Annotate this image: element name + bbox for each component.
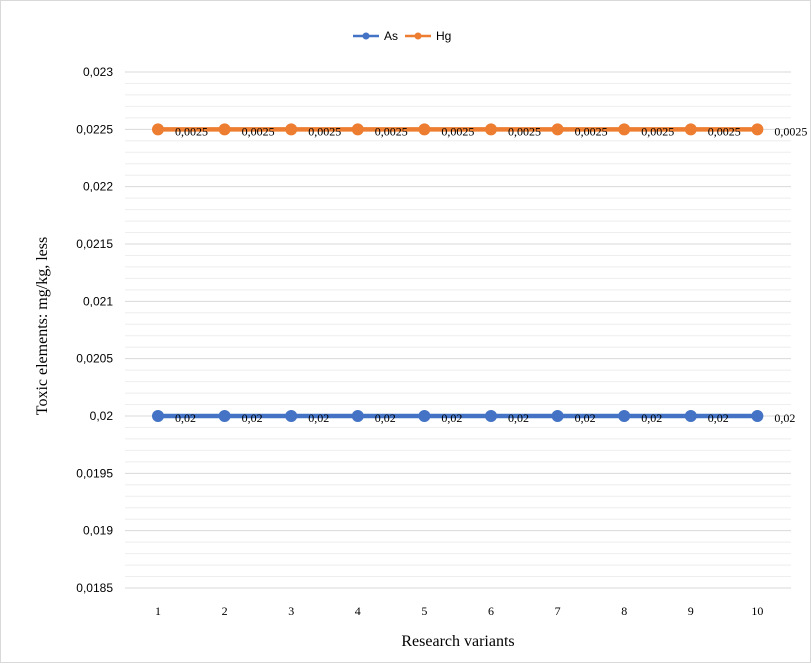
data-point-hg bbox=[218, 123, 231, 136]
data-label-hg: 0,0025 bbox=[641, 124, 674, 138]
legend-marker-hg bbox=[414, 32, 422, 40]
data-point-as bbox=[551, 410, 564, 422]
y-tick-label: 0,0215 bbox=[76, 237, 113, 251]
series-layer bbox=[152, 123, 764, 422]
y-tick-label: 0,021 bbox=[83, 294, 113, 308]
data-point-hg bbox=[285, 123, 298, 136]
data-labels: 0,02 0,02 0,02 0,02 0,02 0,02 0,02 0,02 0,02 0,02… bbox=[175, 124, 807, 425]
data-label-as: 0,02 bbox=[575, 411, 596, 425]
data-label-hg: 0,0025 bbox=[308, 124, 341, 138]
data-point-as bbox=[485, 410, 497, 422]
data-point-as bbox=[152, 410, 164, 422]
x-tick-label: 1 bbox=[155, 604, 161, 618]
data-point-as bbox=[351, 410, 364, 422]
data-label-hg: 0,0025 bbox=[508, 124, 541, 138]
data-label-as: 0,02 bbox=[308, 411, 329, 425]
data-point-as bbox=[684, 410, 697, 422]
y-axis-ticks: 0,0185 0,019 0,0195 0,02 0,0205 0,021 0,0215 0,… bbox=[76, 65, 113, 595]
y-tick-label: 0,019 bbox=[83, 524, 113, 538]
x-tick-label: 2 bbox=[222, 604, 228, 618]
data-point-hg bbox=[551, 123, 564, 136]
data-label-as: 0,02 bbox=[441, 411, 462, 425]
legend: As Hg bbox=[353, 29, 451, 43]
x-axis-title: Research variants bbox=[401, 633, 514, 650]
data-label-as: 0,02 bbox=[375, 411, 396, 425]
data-point-hg bbox=[751, 123, 764, 136]
data-label-as: 0,02 bbox=[508, 411, 529, 425]
y-tick-label: 0,0185 bbox=[76, 581, 113, 595]
legend-label-hg: Hg bbox=[436, 29, 451, 43]
y-tick-label: 0,0225 bbox=[76, 122, 113, 136]
y-tick-label: 0,022 bbox=[83, 180, 113, 194]
x-tick-label: 7 bbox=[555, 604, 561, 618]
data-point-hg bbox=[485, 123, 497, 136]
data-point-hg bbox=[418, 123, 431, 136]
data-label-hg: 0,0025 bbox=[242, 124, 275, 138]
data-label-hg: 0,0025 bbox=[575, 124, 608, 138]
data-label-as: 0,02 bbox=[708, 411, 729, 425]
x-axis-ticks: 1 2 3 4 5 6 7 8 9 10 bbox=[155, 604, 763, 618]
y-tick-label: 0,0195 bbox=[76, 466, 113, 480]
x-tick-label: 3 bbox=[288, 604, 294, 618]
data-label-hg: 0,0025 bbox=[375, 124, 408, 138]
x-tick-label: 5 bbox=[421, 604, 427, 618]
data-label-hg: 0,0025 bbox=[175, 124, 208, 138]
legend-label-as: As bbox=[384, 29, 398, 43]
grid-layer bbox=[125, 71, 791, 589]
legend-marker-as bbox=[362, 32, 370, 40]
data-label-hg: 0,0025 bbox=[774, 124, 807, 138]
y-tick-label: 0,02 bbox=[90, 409, 114, 423]
data-label-as: 0,02 bbox=[641, 411, 662, 425]
data-point-hg bbox=[618, 123, 631, 136]
x-tick-label: 6 bbox=[488, 604, 494, 618]
x-tick-label: 8 bbox=[621, 604, 627, 618]
data-point-hg bbox=[152, 123, 164, 136]
data-point-hg bbox=[684, 123, 697, 136]
data-point-as bbox=[285, 410, 298, 422]
data-label-hg: 0,0025 bbox=[441, 124, 474, 138]
x-tick-label: 4 bbox=[355, 604, 361, 618]
y-tick-label: 0,0205 bbox=[76, 352, 113, 366]
data-point-as bbox=[751, 410, 764, 422]
data-point-as bbox=[618, 410, 631, 422]
data-point-as bbox=[218, 410, 231, 422]
data-point-hg bbox=[351, 123, 364, 136]
data-label-as: 0,02 bbox=[774, 411, 795, 425]
x-tick-label: 9 bbox=[688, 604, 694, 618]
x-tick-label: 10 bbox=[751, 604, 763, 618]
y-tick-label: 0,023 bbox=[83, 65, 113, 79]
y-axis-title: Toxic elements: mg/kg, less bbox=[34, 237, 51, 415]
data-label-as: 0,02 bbox=[175, 411, 196, 425]
data-label-hg: 0,0025 bbox=[708, 124, 741, 138]
data-label-as: 0,02 bbox=[242, 411, 263, 425]
data-point-as bbox=[418, 410, 431, 422]
